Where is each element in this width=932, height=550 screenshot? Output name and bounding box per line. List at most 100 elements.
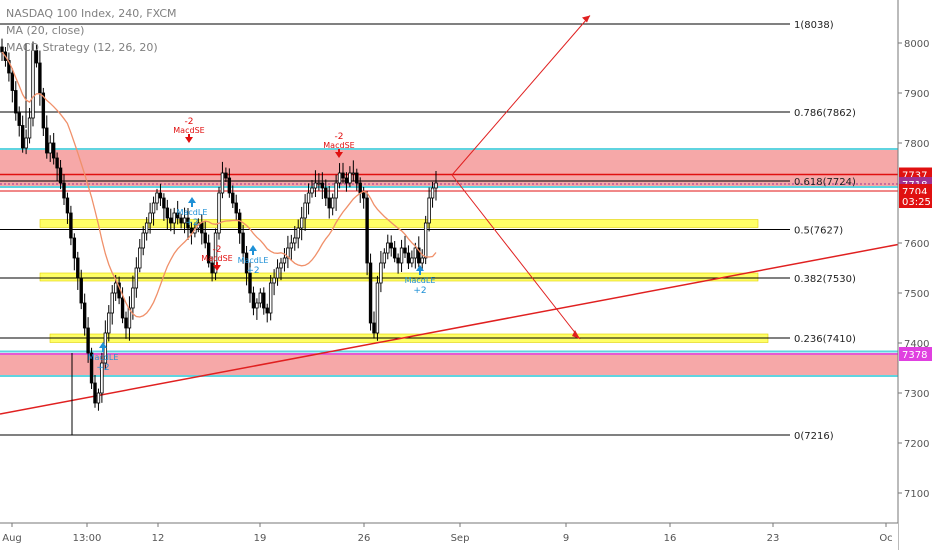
candle-body <box>268 282 273 314</box>
time-tick-label-2: 12 <box>152 533 165 544</box>
candle-body <box>76 257 80 279</box>
time-tick-label-6: 9 <box>563 533 569 544</box>
candle-body <box>327 197 331 209</box>
candle-body <box>79 277 83 304</box>
candle-body <box>0 46 4 53</box>
signal-arrow-up <box>416 265 424 271</box>
projection-down-line <box>451 174 581 340</box>
candle-body <box>410 257 414 264</box>
candle-body <box>324 187 328 199</box>
signal-arrow-down <box>335 152 343 158</box>
candle-body <box>231 192 235 204</box>
candle-body <box>14 90 18 114</box>
candle-body <box>417 247 421 264</box>
candle-body <box>403 247 407 254</box>
time-axis-panel <box>0 523 898 550</box>
candle-body <box>420 257 424 264</box>
candle-body <box>244 252 249 274</box>
candle-body <box>351 172 356 175</box>
macd-signal-1: MacdLE+2 <box>177 197 207 228</box>
candle-body <box>41 92 46 129</box>
candle-body <box>96 392 101 404</box>
candle-body <box>310 187 314 194</box>
time-tick-label-9: Oc <box>879 533 892 544</box>
candle-body <box>200 222 204 234</box>
signal-label: MacdLE <box>238 256 269 265</box>
candle-body <box>131 287 135 309</box>
legend: NASDAQ 100 Index, 240, FXCM MA (20, clos… <box>6 5 177 56</box>
rising-trend-line <box>0 243 899 415</box>
candle-body <box>334 182 338 199</box>
candle-body <box>396 257 400 264</box>
candle-body <box>20 125 25 149</box>
candle-body <box>134 267 139 289</box>
candle-body <box>89 352 94 384</box>
price-tick-label-2: 7800 <box>904 139 929 150</box>
signal-count: +2 <box>246 266 259 276</box>
signal-arrow-stem <box>338 149 340 153</box>
candle-body <box>72 237 77 259</box>
candle-body <box>34 50 39 64</box>
signal-count: +2 <box>413 286 426 296</box>
candle-body <box>213 232 218 274</box>
fib-label-1: 0.786(7862) <box>794 108 856 119</box>
candle-body <box>423 222 428 259</box>
time-tick-label-5: Sep <box>451 533 470 544</box>
candle-body <box>344 177 349 184</box>
candle-body <box>24 137 28 149</box>
price-axis-panel <box>898 0 932 550</box>
candle-body <box>158 192 163 199</box>
time-tick-label-1: 13:00 <box>73 533 102 544</box>
candle-body <box>220 172 225 194</box>
candle-body <box>141 232 145 249</box>
signal-arrow-up <box>249 245 257 251</box>
candle-body <box>210 262 214 274</box>
candle-body <box>38 62 42 94</box>
candle-body <box>258 292 263 304</box>
projection-down-arrowhead <box>572 330 580 339</box>
candle-body <box>169 217 173 224</box>
fib-label-3: 0.5(7627) <box>794 226 843 237</box>
price-tag-box <box>899 347 932 361</box>
time-tick-label-8: 23 <box>767 533 780 544</box>
candle-body <box>275 267 280 279</box>
projection-arrows <box>451 15 591 340</box>
signal-arrow-stem <box>252 251 254 255</box>
candle-body <box>227 177 232 194</box>
candle-body <box>62 182 66 199</box>
candle-body <box>320 182 325 189</box>
candle-body <box>368 262 373 324</box>
ma-legend: MA (20, close) <box>6 24 85 37</box>
candle-body <box>182 217 187 224</box>
candle-body <box>251 292 256 309</box>
candle-body <box>355 172 359 184</box>
macd-signal-5: MacdLE+2 <box>88 342 118 373</box>
candle-body <box>175 212 180 219</box>
signal-arrow-stem <box>191 203 193 207</box>
candle-body <box>82 302 87 329</box>
candle-body <box>217 192 221 234</box>
candle-body <box>434 182 438 189</box>
candle-body <box>7 60 11 74</box>
price-tick-label-8: 7100 <box>904 489 929 500</box>
candle-body <box>399 247 404 264</box>
candle-body <box>27 117 32 139</box>
moving-average-line <box>1 51 437 318</box>
candle-body <box>172 212 176 224</box>
candle-body <box>17 112 21 126</box>
signal-arrow-up <box>188 197 196 203</box>
candle-body <box>234 202 238 214</box>
candle-body <box>406 252 411 264</box>
candle-body <box>203 232 207 244</box>
candle-body <box>372 322 376 334</box>
candle-body <box>382 252 387 264</box>
candle-body <box>189 227 194 234</box>
candle-body <box>100 362 104 394</box>
candle-body <box>124 317 128 329</box>
candle-body <box>348 172 352 184</box>
candle-body <box>337 172 342 184</box>
